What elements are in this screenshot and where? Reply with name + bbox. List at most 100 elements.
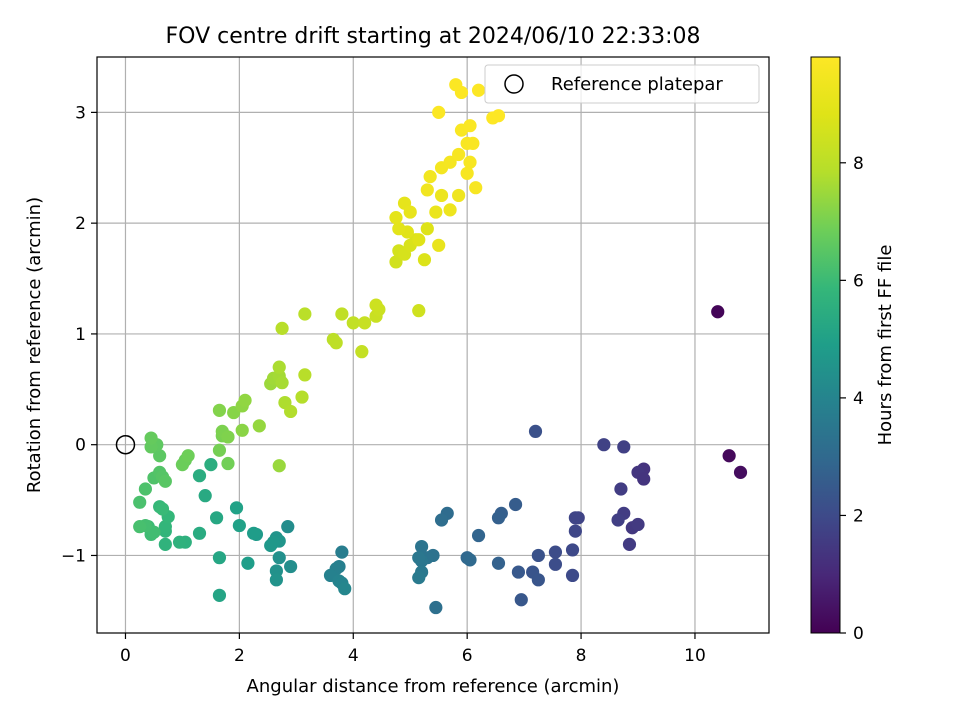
- data-point: [329, 336, 343, 350]
- data-point: [631, 517, 645, 532]
- data-point: [614, 482, 628, 496]
- data-point: [212, 551, 227, 565]
- data-point: [443, 155, 457, 169]
- data-point: [358, 316, 372, 330]
- legend: Reference platepar: [484, 64, 760, 104]
- data-point: [275, 376, 289, 390]
- data-point: [284, 559, 298, 574]
- data-point: [722, 449, 736, 463]
- x-axis-label: Angular distance from reference (arcmin): [247, 676, 620, 697]
- data-point: [335, 307, 349, 321]
- data-point: [247, 526, 261, 540]
- reference-platepar-marker: [115, 434, 136, 455]
- data-point: [133, 495, 147, 509]
- data-point: [429, 600, 443, 615]
- data-point: [733, 465, 748, 479]
- data-point: [531, 573, 545, 587]
- y-tick-label: 2: [75, 214, 86, 234]
- data-point: [403, 205, 417, 219]
- data-point: [338, 582, 352, 596]
- data-point: [138, 482, 153, 496]
- x-tick-label: 6: [462, 646, 473, 666]
- data-point: [272, 360, 286, 374]
- data-point: [432, 105, 446, 119]
- data-point: [434, 513, 449, 527]
- data-point: [412, 551, 426, 565]
- chart-title: FOV centre drift starting at 2024/06/10 …: [166, 24, 701, 49]
- data-point: [158, 537, 172, 551]
- x-axis-ticks: 0 2 4 6 8 10: [120, 633, 706, 666]
- colorbar-label: Hours from first FF file: [875, 245, 896, 446]
- data-point: [491, 511, 506, 525]
- data-point: [412, 233, 426, 247]
- x-tick-label: 2: [234, 646, 245, 666]
- grid-lines: [97, 57, 769, 633]
- data-points: [133, 78, 748, 615]
- colorbar-tick-label: 6: [853, 271, 864, 291]
- data-point: [181, 449, 195, 463]
- data-point: [617, 440, 631, 454]
- data-point: [346, 316, 360, 330]
- data-point: [511, 565, 526, 579]
- data-point: [454, 85, 469, 100]
- y-tick-label: 1: [75, 325, 86, 345]
- data-point: [565, 568, 580, 583]
- data-point: [466, 136, 480, 150]
- data-point: [452, 147, 466, 162]
- x-tick-label: 0: [120, 646, 131, 666]
- legend-open-circle-icon: [504, 74, 524, 94]
- data-point: [491, 556, 506, 570]
- data-point: [622, 537, 637, 551]
- data-point: [295, 390, 309, 404]
- y-tick-label: −1: [61, 546, 86, 566]
- data-point: [508, 497, 523, 512]
- data-point: [548, 545, 563, 559]
- data-point: [415, 540, 429, 554]
- y-tick-label: 0: [75, 436, 86, 456]
- colorbar-gradient: [810, 56, 841, 634]
- x-tick-label: 10: [684, 646, 706, 666]
- data-point: [221, 430, 235, 444]
- data-point: [471, 528, 486, 543]
- data-point: [335, 545, 349, 559]
- y-tick-label: 3: [75, 103, 86, 123]
- data-point: [269, 573, 283, 587]
- data-point: [204, 458, 218, 472]
- data-point: [264, 538, 278, 553]
- data-point: [229, 501, 244, 515]
- data-point: [637, 472, 651, 486]
- legend-box: [484, 64, 760, 104]
- y-axis-label: Rotation from reference (arcmin): [24, 197, 45, 493]
- data-point: [389, 255, 403, 269]
- data-point: [611, 513, 625, 527]
- data-point: [417, 253, 432, 267]
- data-point: [597, 438, 611, 452]
- plot-frame: [96, 56, 770, 634]
- data-point: [548, 557, 563, 571]
- colorbar-ticks: 0 2 4 6 8: [840, 154, 864, 644]
- data-point: [198, 489, 212, 503]
- legend-label: Reference platepar: [551, 74, 723, 95]
- data-point: [412, 304, 426, 318]
- data-point: [252, 419, 266, 433]
- data-point: [272, 551, 286, 565]
- data-point: [221, 456, 235, 471]
- data-point: [389, 211, 403, 225]
- x-tick-label: 4: [348, 646, 359, 666]
- data-point: [434, 188, 449, 203]
- data-point: [133, 520, 147, 534]
- data-point: [298, 368, 312, 382]
- data-point: [711, 305, 725, 319]
- data-point: [392, 222, 406, 236]
- data-point: [298, 307, 312, 321]
- data-point: [429, 205, 443, 219]
- data-point: [158, 474, 172, 488]
- data-point: [369, 298, 383, 312]
- data-point: [420, 183, 434, 197]
- data-point: [460, 166, 474, 180]
- data-point: [355, 345, 369, 359]
- data-point: [528, 424, 543, 438]
- data-point: [241, 556, 255, 570]
- data-point: [153, 449, 167, 463]
